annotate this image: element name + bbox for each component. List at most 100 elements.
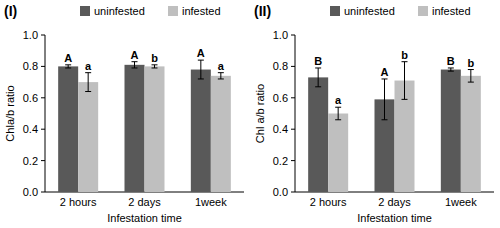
y-tick: [41, 97, 45, 98]
y-tick: [291, 97, 295, 98]
y-tick: [291, 192, 295, 193]
error-bar: [85, 73, 91, 92]
error-cap: [335, 107, 341, 108]
error-bar: [402, 62, 408, 100]
legend-swatch: [330, 6, 340, 16]
y-axis: [45, 35, 46, 192]
significance-letter: A: [197, 47, 205, 59]
panel: (II)uninfestedinfested0.00.20.40.60.81.0…: [254, 3, 494, 224]
y-tick: [291, 35, 295, 36]
error-cap: [402, 99, 408, 100]
error-cap: [65, 64, 71, 65]
y-tick: [291, 66, 295, 67]
x-tick-label: 2 days: [378, 196, 411, 208]
error-line: [318, 68, 319, 87]
bars: [58, 60, 231, 192]
significance-letter: A: [381, 66, 389, 78]
significance-letter: A: [131, 49, 139, 61]
y-tick: [291, 129, 295, 130]
error-cap: [402, 61, 408, 62]
bars: [308, 62, 481, 192]
bar: [58, 66, 78, 192]
y-tick-label: 1.0: [23, 29, 38, 41]
bar: [125, 65, 145, 192]
significance-letter: B: [314, 55, 322, 67]
error-line: [220, 73, 221, 79]
error-line: [404, 62, 405, 100]
error-bar: [335, 107, 341, 120]
error-cap: [132, 67, 138, 68]
y-tick-label: 0.2: [273, 155, 288, 167]
y-tick-label: 0.0: [23, 186, 38, 198]
significance-letter: a: [85, 60, 92, 72]
error-cap: [382, 119, 388, 120]
x-tick-label: 1week: [445, 196, 477, 208]
x-axis-label: Infestation time: [107, 212, 182, 224]
panel-title: (II): [254, 3, 271, 19]
y-tick-label: 1.0: [273, 29, 288, 41]
error-bar: [218, 73, 224, 79]
error-line: [384, 79, 385, 120]
x-tick-label: 1week: [195, 196, 227, 208]
error-cap: [198, 60, 204, 61]
error-cap: [315, 67, 321, 68]
significance-letter: a: [335, 94, 342, 106]
legend-label: uninfested: [94, 5, 145, 17]
error-cap: [85, 72, 91, 73]
y-axis: [295, 35, 296, 192]
legend-swatch: [80, 6, 90, 16]
y-tick: [41, 160, 45, 161]
error-cap: [152, 67, 158, 68]
y-tick-label: 0.8: [273, 60, 288, 72]
bar: [145, 66, 165, 192]
error-line: [200, 60, 201, 79]
panel: (I)uninfestedinfested0.00.20.40.60.81.0C…: [4, 3, 244, 224]
error-bar: [65, 65, 71, 68]
error-bar: [198, 60, 204, 79]
bar: [441, 70, 461, 192]
bar: [308, 77, 328, 192]
y-tick: [41, 129, 45, 130]
error-bar: [132, 62, 138, 68]
error-line: [134, 62, 135, 68]
legend-label: uninfested: [344, 5, 395, 17]
y-axis-label: Chl a/b ratio: [254, 84, 266, 143]
panel-title: (I): [4, 3, 17, 19]
error-cap: [448, 71, 454, 72]
y-tick: [291, 160, 295, 161]
x-tick-label: 2 hours: [310, 196, 347, 208]
significance-letter: b: [467, 57, 474, 69]
y-axis-label: Chla/b ratio: [4, 85, 16, 141]
error-line: [470, 70, 471, 83]
error-bar: [315, 68, 321, 87]
x-axis-label: Infestation time: [357, 212, 432, 224]
y-tick-label: 0.4: [23, 123, 38, 135]
error-cap: [152, 64, 158, 65]
error-line: [338, 107, 339, 120]
error-cap: [468, 82, 474, 83]
legend-label: infested: [432, 5, 471, 17]
error-cap: [448, 67, 454, 68]
error-cap: [315, 86, 321, 87]
error-cap: [65, 67, 71, 68]
bar: [191, 70, 211, 192]
legend-label: infested: [182, 5, 221, 17]
error-cap: [335, 119, 341, 120]
x-tick-label: 2 hours: [60, 196, 97, 208]
significance-letter: a: [218, 60, 225, 72]
y-tick-label: 0.6: [23, 92, 38, 104]
error-bar: [382, 79, 388, 120]
error-cap: [468, 69, 474, 70]
error-cap: [198, 78, 204, 79]
error-cap: [218, 72, 224, 73]
error-cap: [132, 61, 138, 62]
figure: (I) uninfested infested 0.0 0.2 0.4 0.6 0.8 1.0 C…: [0, 0, 500, 228]
y-tick-label: 0.0: [273, 186, 288, 198]
y-tick-label: 0.8: [23, 60, 38, 72]
bar: [78, 82, 98, 192]
y-tick-label: 0.4: [273, 123, 288, 135]
error-line: [88, 73, 89, 92]
x-tick-label: 2 days: [128, 196, 161, 208]
error-bar: [448, 68, 454, 71]
error-cap: [218, 78, 224, 79]
